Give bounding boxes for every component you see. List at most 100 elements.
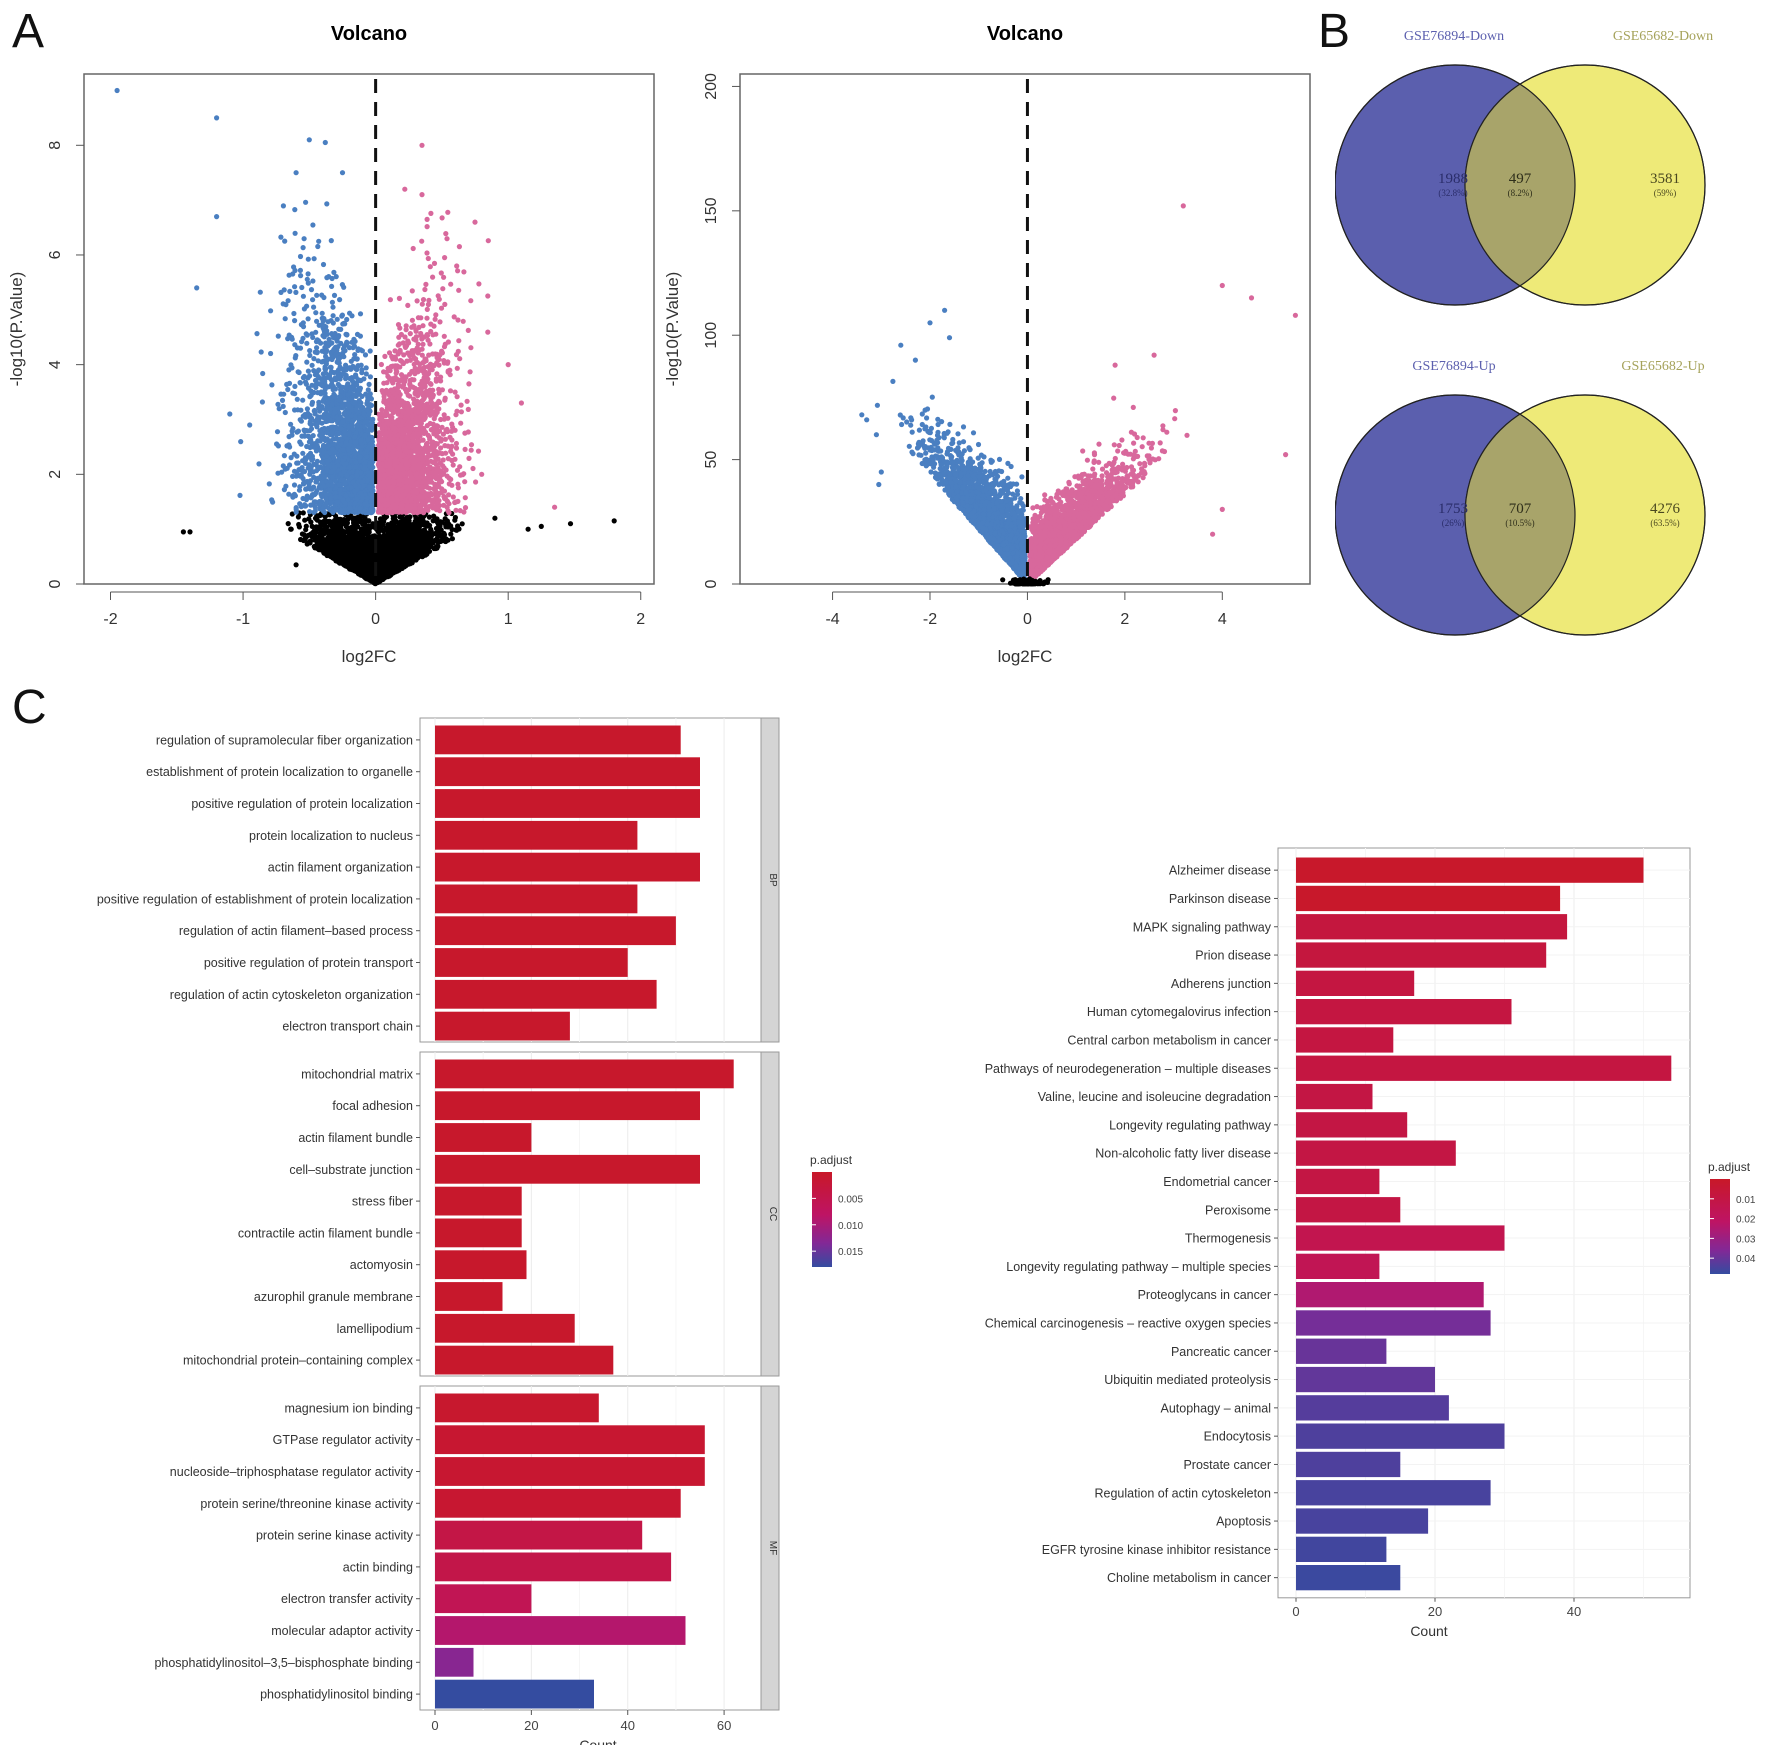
- point-ns: [339, 545, 345, 552]
- point-down: [285, 298, 291, 304]
- point-down: [268, 308, 274, 314]
- point-down: [310, 469, 316, 475]
- point-down: [311, 304, 317, 310]
- point-ns: [378, 526, 384, 532]
- point-down: [305, 368, 311, 374]
- point-down: [328, 238, 334, 244]
- point-down: [358, 362, 364, 368]
- point-ns: [459, 521, 465, 527]
- point-ns: [300, 510, 306, 516]
- point-ns: [390, 538, 396, 544]
- point-ns: [321, 543, 327, 549]
- point-ns: [392, 564, 398, 570]
- point-down: [330, 313, 336, 319]
- point-ns: [385, 566, 391, 572]
- point-down: [367, 348, 373, 354]
- point-down: [319, 310, 325, 316]
- point-ns: [423, 532, 429, 538]
- point-down: [319, 383, 325, 389]
- point-ns: [349, 549, 355, 555]
- point-down: [319, 493, 325, 500]
- point-down: [290, 390, 296, 396]
- point-down: [307, 352, 313, 358]
- point-ns: [379, 564, 385, 570]
- point-ns: [437, 523, 443, 529]
- point-ns: [331, 520, 337, 526]
- point-down: [328, 469, 334, 475]
- point-down: [305, 256, 311, 262]
- point-down: [312, 504, 318, 510]
- point-ns: [416, 526, 422, 532]
- point-ns: [388, 550, 394, 556]
- point-down: [300, 320, 306, 326]
- point-down: [334, 316, 340, 322]
- point-down: [329, 299, 335, 305]
- point-down: [309, 331, 315, 337]
- point-ns: [386, 570, 392, 577]
- point-ns: [409, 543, 415, 550]
- point-ns: [434, 535, 440, 541]
- point-down: [335, 457, 341, 463]
- point-down: [293, 289, 299, 295]
- point-ns: [412, 518, 418, 524]
- point-down: [323, 496, 329, 502]
- point-down: [328, 364, 334, 370]
- point-down: [290, 426, 296, 432]
- plot-frame: [83, 73, 655, 585]
- point-ns: [405, 555, 411, 561]
- point-down: [304, 340, 310, 346]
- point-down: [269, 382, 275, 388]
- point-down: [293, 353, 299, 359]
- point-down: [330, 304, 336, 310]
- point-down: [292, 407, 298, 413]
- point-ns: [348, 524, 354, 531]
- point-ns: [396, 564, 402, 571]
- point-ns: [358, 551, 364, 557]
- point-down: [359, 348, 365, 354]
- point-down: [366, 423, 372, 429]
- point-down: [324, 430, 330, 436]
- point-down: [362, 352, 369, 358]
- point-ns: [426, 514, 432, 520]
- point-ns: [411, 527, 417, 533]
- point-down: [331, 269, 337, 275]
- point-down: [285, 386, 291, 393]
- point-ns: [302, 536, 308, 542]
- point-ns: [430, 518, 436, 524]
- point-ns: [355, 524, 361, 530]
- point-down: [315, 243, 321, 250]
- point-ns: [303, 527, 309, 533]
- point-ns: [413, 539, 419, 545]
- point-ns: [334, 555, 340, 561]
- point-ns: [386, 542, 392, 549]
- point-ns: [392, 549, 398, 555]
- point-down: [305, 271, 311, 277]
- point-down: [302, 433, 308, 439]
- point-down: [278, 289, 284, 295]
- point-ns: [388, 530, 394, 536]
- point-down: [310, 278, 316, 284]
- point-down: [304, 359, 310, 365]
- point-ns: [363, 518, 369, 524]
- point-ns: [418, 550, 425, 557]
- point-down: [268, 350, 274, 357]
- point-down: [298, 273, 304, 279]
- point-down: [281, 391, 287, 397]
- point-ns: [343, 518, 349, 524]
- point-ns: [342, 554, 349, 560]
- point-down: [342, 321, 348, 327]
- point-ns: [288, 526, 294, 532]
- point-down: [307, 373, 313, 379]
- point-down: [307, 394, 313, 400]
- point-down: [292, 318, 298, 324]
- point-down: [305, 410, 311, 416]
- point-down: [310, 297, 316, 303]
- point-down: [303, 486, 309, 492]
- point-ns: [327, 546, 333, 553]
- point-ns: [349, 540, 355, 547]
- panel-label-c: C: [12, 681, 47, 734]
- point-down: [335, 334, 341, 340]
- point-ns: [357, 530, 364, 536]
- point-down: [356, 387, 362, 393]
- point-down: [350, 345, 356, 351]
